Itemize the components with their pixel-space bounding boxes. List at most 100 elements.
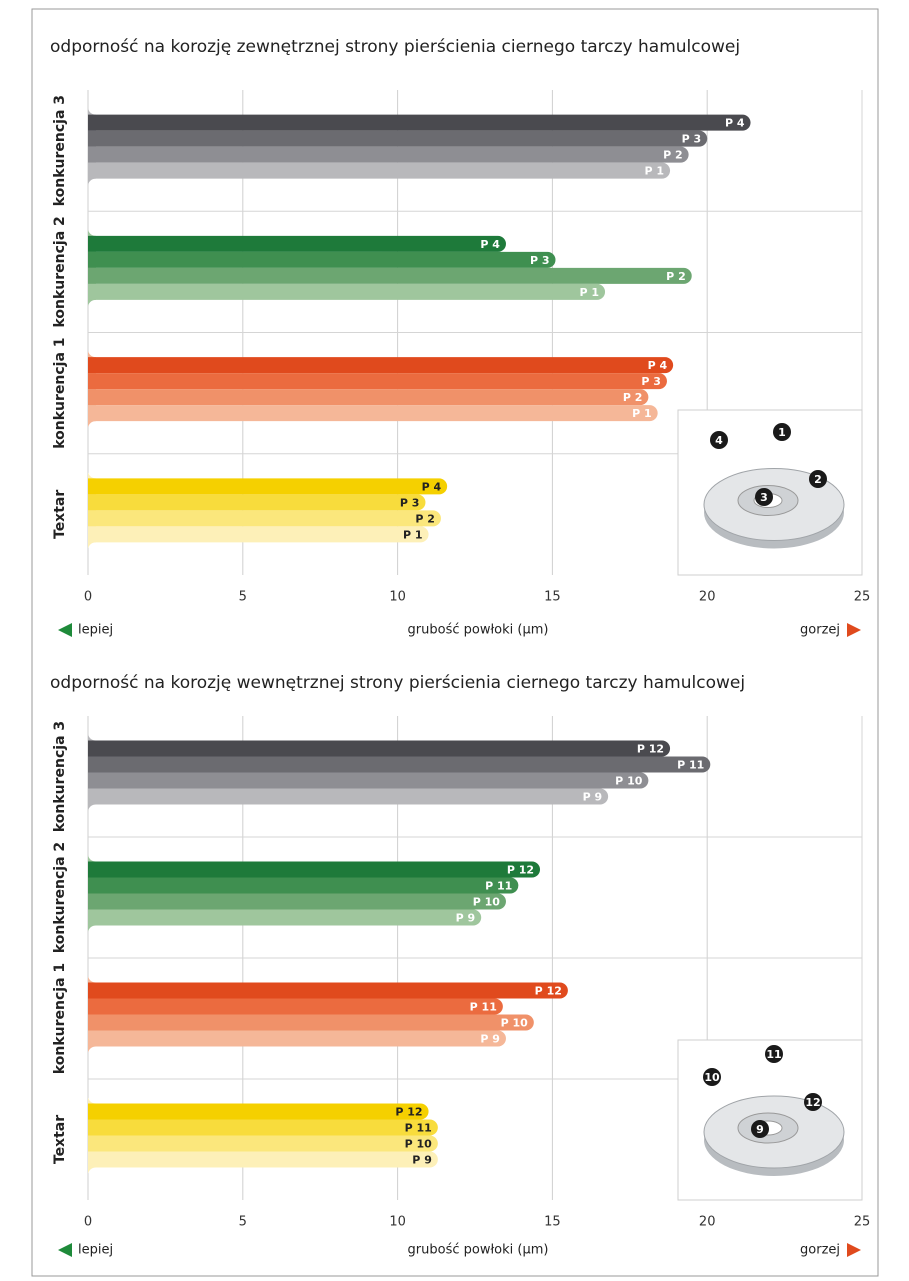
callout-label: 2: [814, 473, 822, 486]
bar: [88, 861, 541, 878]
bar: [88, 235, 506, 252]
bar: [88, 893, 506, 910]
bar-label: P 1: [403, 528, 423, 541]
callout-dot: [809, 470, 827, 488]
bar: [88, 146, 689, 163]
callout-label: 3: [760, 491, 768, 504]
bar-label: P 12: [535, 985, 562, 998]
bar-label: P 12: [507, 864, 534, 877]
bar: [88, 251, 556, 268]
x-axis-label: grubość powłoki (µm): [408, 1243, 549, 1258]
group-label: konkurencja 2: [52, 842, 68, 953]
better-arrow: [58, 1243, 72, 1257]
better-label: lepiej: [78, 623, 113, 638]
bar-label: P 3: [682, 133, 702, 146]
bar-label: P 9: [412, 1154, 432, 1167]
worse-arrow: [847, 1243, 861, 1257]
x-tick-label: 10: [389, 590, 406, 605]
bar: [88, 494, 426, 511]
bar: [88, 114, 751, 131]
group-label: Textar: [52, 1115, 68, 1164]
bar-label: P 3: [641, 375, 661, 388]
x-tick-label: 20: [699, 1215, 716, 1230]
bar: [88, 877, 519, 894]
group-label: konkurencja 2: [52, 216, 68, 327]
callout-dot: [765, 1045, 783, 1063]
bar-label: P 4: [725, 117, 745, 130]
bar: [88, 267, 692, 284]
callout-label: 12: [805, 1096, 820, 1109]
callout-label: 4: [715, 434, 723, 447]
bar-label: P 12: [395, 1106, 422, 1119]
bar: [88, 478, 448, 495]
bar-label: P 9: [456, 912, 476, 925]
worse-arrow: [847, 623, 861, 637]
bar-label: P 1: [632, 407, 652, 420]
bar-label: P 9: [583, 791, 603, 804]
callout-dot: [710, 431, 728, 449]
callout-dot: [804, 1093, 822, 1111]
callout-dot: [751, 1120, 769, 1138]
bar-label: P 4: [648, 359, 668, 372]
bar: [88, 162, 671, 179]
bar-label: P 11: [677, 759, 704, 772]
bar: [88, 982, 568, 999]
bar: [88, 909, 482, 926]
x-tick-label: 0: [84, 1215, 92, 1230]
group-label: konkurencja 1: [52, 337, 68, 448]
frame: [31, 8, 879, 1277]
bar: [88, 740, 671, 757]
callout-label: 1: [778, 426, 786, 439]
bar-label: P 2: [663, 149, 683, 162]
bar: [88, 1030, 506, 1047]
bar-label: P 4: [422, 480, 442, 493]
bar-label: P 11: [470, 1001, 497, 1014]
bar-label: P 3: [400, 496, 420, 509]
bar: [88, 1103, 429, 1120]
x-tick-label: 10: [389, 1215, 406, 1230]
bar-label: P 10: [405, 1138, 433, 1151]
bar-label: P 10: [473, 896, 501, 909]
chart-title: odporność na korozję zewnętrznej strony …: [50, 37, 740, 57]
x-tick-label: 15: [544, 1215, 561, 1230]
x-tick-label: 25: [854, 590, 871, 605]
bar-label: P 10: [501, 1017, 529, 1030]
bar: [88, 756, 711, 773]
bar: [88, 1151, 438, 1168]
bar-label: P 2: [415, 512, 435, 525]
callout-label: 11: [766, 1048, 781, 1061]
worse-label: gorzej: [800, 623, 840, 638]
bar: [88, 510, 441, 527]
worse-label: gorzej: [800, 1243, 840, 1258]
bar-label: P 1: [579, 286, 599, 299]
callout-label: 10: [704, 1071, 720, 1084]
bar: [88, 130, 708, 147]
bar-label: P 10: [615, 775, 643, 788]
group-label: konkurencja 3: [52, 721, 68, 832]
bar: [88, 1119, 438, 1136]
bar-label: P 2: [623, 391, 643, 404]
better-arrow: [58, 623, 72, 637]
x-tick-label: 25: [854, 1215, 871, 1230]
bar-label: P 12: [637, 743, 664, 756]
bar: [88, 283, 606, 300]
bar: [88, 405, 658, 422]
bar: [88, 998, 503, 1015]
x-tick-label: 15: [544, 590, 561, 605]
bar: [88, 389, 649, 406]
bar: [88, 788, 609, 805]
bar: [88, 772, 649, 789]
chart-title: odporność na korozję wewnętrznej strony …: [50, 673, 745, 693]
callout-label: 9: [756, 1123, 764, 1136]
bar-label: P 11: [405, 1122, 432, 1135]
bar-label: P 3: [530, 254, 550, 267]
group-label: konkurencja 1: [52, 963, 68, 1074]
group-label: Textar: [52, 490, 68, 539]
x-tick-label: 5: [239, 1215, 247, 1230]
x-tick-label: 0: [84, 590, 92, 605]
callout-dot: [773, 423, 791, 441]
x-axis-label: grubość powłoki (µm): [408, 623, 549, 638]
bar: [88, 526, 429, 543]
callout-dot: [703, 1068, 721, 1086]
